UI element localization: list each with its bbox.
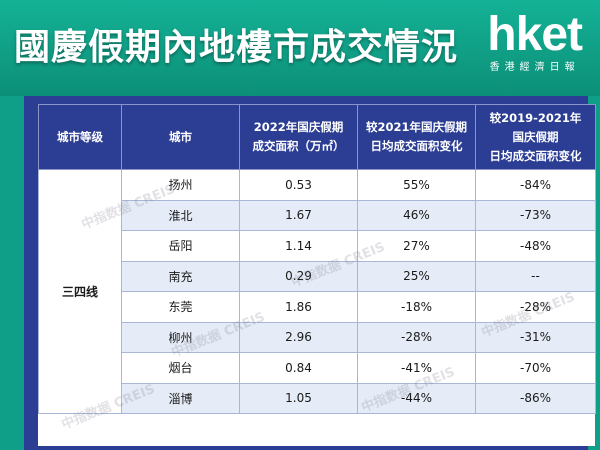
- vs2019-cell: -31%: [475, 321, 596, 353]
- tier-cell: 三四线: [38, 169, 122, 414]
- vs2021-cell: 27%: [357, 230, 476, 262]
- vs2021-cell: 25%: [357, 260, 476, 292]
- vs2019-cell: -70%: [475, 352, 596, 384]
- hket-logo: hket 香港經濟日報: [487, 8, 583, 74]
- vs2021-cell: -28%: [357, 321, 476, 353]
- page-title: 國慶假期內地樓市成交情況: [14, 27, 459, 68]
- city-cell: 岳阳: [121, 230, 240, 262]
- area-cell: 1.05: [239, 382, 358, 414]
- vs2021-cell: 46%: [357, 199, 476, 231]
- area-cell: 1.14: [239, 230, 358, 262]
- header-city: 城市: [121, 104, 240, 170]
- city-cell: 淄博: [121, 382, 240, 414]
- vs2019-cell: -73%: [475, 199, 596, 231]
- transactions-table: 城市等级 城市 2022年国庆假期 成交面积（万㎡） 较2021年国庆假期 日均成交…: [38, 104, 596, 414]
- logo-wordmark: hket: [487, 8, 583, 61]
- area-cell: 1.86: [239, 291, 358, 323]
- header-row: 城市等级 城市 2022年国庆假期 成交面积（万㎡） 较2021年国庆假期 日均成交…: [38, 104, 596, 170]
- table-row: 淄博 1.05 -44% -86%: [39, 382, 596, 414]
- table-row: 淮北 1.67 46% -73%: [39, 199, 596, 231]
- table-panel: 城市等级 城市 2022年国庆假期 成交面积（万㎡） 较2021年国庆假期 日均成交…: [24, 96, 596, 450]
- city-cell: 扬州: [121, 169, 240, 201]
- header-tier: 城市等级: [38, 104, 122, 170]
- table-row: 烟台 0.84 -41% -70%: [39, 352, 596, 384]
- vs2019-cell: -48%: [475, 230, 596, 262]
- header-banner: 國慶假期內地樓市成交情況 hket 香港經濟日報: [0, 0, 600, 96]
- area-cell: 2.96: [239, 321, 358, 353]
- table-sheet: 城市等级 城市 2022年国庆假期 成交面积（万㎡） 较2021年国庆假期 日均成交…: [38, 104, 596, 446]
- city-cell: 东莞: [121, 291, 240, 323]
- area-cell: 1.67: [239, 199, 358, 231]
- city-cell: 烟台: [121, 352, 240, 384]
- table-row: 南充 0.29 25% --: [39, 260, 596, 292]
- city-cell: 柳州: [121, 321, 240, 353]
- vs2019-cell: -28%: [475, 291, 596, 323]
- vs2019-cell: --: [475, 260, 596, 292]
- area-cell: 0.53: [239, 169, 358, 201]
- city-cell: 淮北: [121, 199, 240, 231]
- table-row: 三四线 扬州 0.53 55% -84%: [38, 169, 596, 414]
- header-vs2019: 较2019-2021年 国庆假期 日均成交面积变化: [475, 104, 596, 170]
- header-vs2021: 较2021年国庆假期 日均成交面积变化: [357, 104, 476, 170]
- area-cell: 0.84: [239, 352, 358, 384]
- area-cell: 0.29: [239, 260, 358, 292]
- table-row: 柳州 2.96 -28% -31%: [39, 321, 596, 353]
- table-row: 东莞 1.86 -18% -28%: [39, 291, 596, 323]
- vs2021-cell: -41%: [357, 352, 476, 384]
- header-area: 2022年国庆假期 成交面积（万㎡）: [239, 104, 358, 170]
- city-cell: 南充: [121, 260, 240, 292]
- table-row: 岳阳 1.14 27% -48%: [39, 230, 596, 262]
- vs2021-cell: 55%: [357, 169, 476, 201]
- vs2021-cell: -18%: [357, 291, 476, 323]
- vs2019-cell: -84%: [475, 169, 596, 201]
- vs2019-cell: -86%: [475, 382, 596, 414]
- vs2021-cell: -44%: [357, 382, 476, 414]
- logo-subtitle: 香港經濟日報: [489, 62, 580, 73]
